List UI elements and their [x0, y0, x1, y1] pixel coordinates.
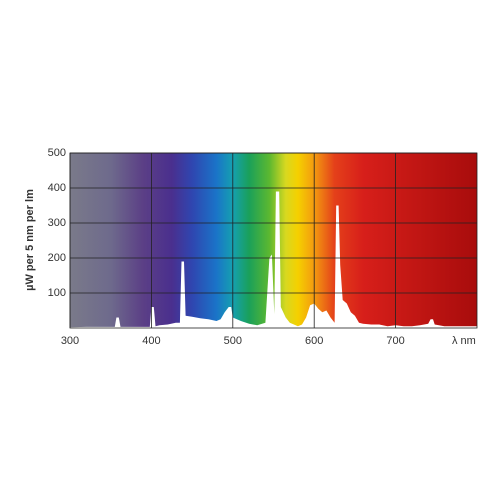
y-tick-label: 400 [48, 182, 66, 194]
spectrum-area [70, 191, 477, 328]
y-axis-label: µW per 5 nm per lm [24, 189, 36, 291]
x-tick-label: 500 [224, 335, 242, 347]
x-tick-label: 400 [142, 335, 160, 347]
x-tick-label: 600 [305, 335, 323, 347]
y-tick-label: 100 [48, 287, 66, 299]
x-axis-label: λ nm [452, 335, 476, 347]
plot-frame [69, 152, 478, 329]
x-tick-label: 300 [61, 335, 79, 347]
y-tick-label: 500 [48, 147, 66, 159]
y-tick-label: 200 [48, 252, 66, 264]
x-tick-label: 700 [386, 335, 404, 347]
y-tick-label: 300 [48, 217, 66, 229]
